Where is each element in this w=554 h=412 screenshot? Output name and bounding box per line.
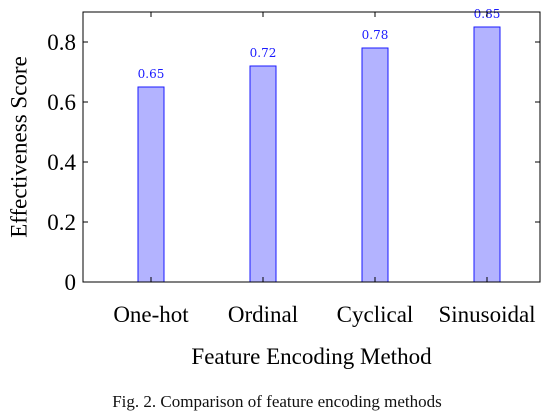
bar <box>249 65 277 283</box>
plot-frame <box>82 11 541 283</box>
x-tick-label: Cyclical <box>337 302 414 327</box>
bar-value-label: 0.72 <box>250 46 277 60</box>
bar <box>361 47 389 283</box>
y-tick-label: 0.6 <box>47 90 76 115</box>
x-axis-ticks: One-hot Ordinal Cyclical Sinusoidal <box>113 12 536 327</box>
value-labels-group: 0.650.720.780.85 <box>138 7 501 81</box>
bar-value-label: 0.78 <box>362 28 389 42</box>
x-tick-label: One-hot <box>113 302 189 327</box>
y-axis-ticks: 0 0.2 0.4 0.6 0.8 <box>47 30 540 295</box>
y-tick-label: 0.2 <box>47 210 76 235</box>
bar-value-label: 0.65 <box>138 67 165 81</box>
x-tick-label: Ordinal <box>228 302 298 327</box>
bars-group <box>137 26 501 283</box>
y-tick-label: 0.8 <box>47 30 76 55</box>
x-axis-label: Feature Encoding Method <box>191 344 432 369</box>
figure-caption: Fig. 2. Comparison of feature encoding m… <box>112 392 442 411</box>
y-axis-label: Effectiveness Score <box>6 56 31 238</box>
bar <box>473 26 501 283</box>
x-tick-label: Sinusoidal <box>438 302 535 327</box>
bar-chart: 0.650.720.780.85 00.20.40.60.8 One-hot Or… <box>6 7 541 369</box>
bar <box>137 86 165 283</box>
y-tick-label: 0.4 <box>47 150 76 175</box>
y-tick-label: 0 <box>65 270 77 295</box>
